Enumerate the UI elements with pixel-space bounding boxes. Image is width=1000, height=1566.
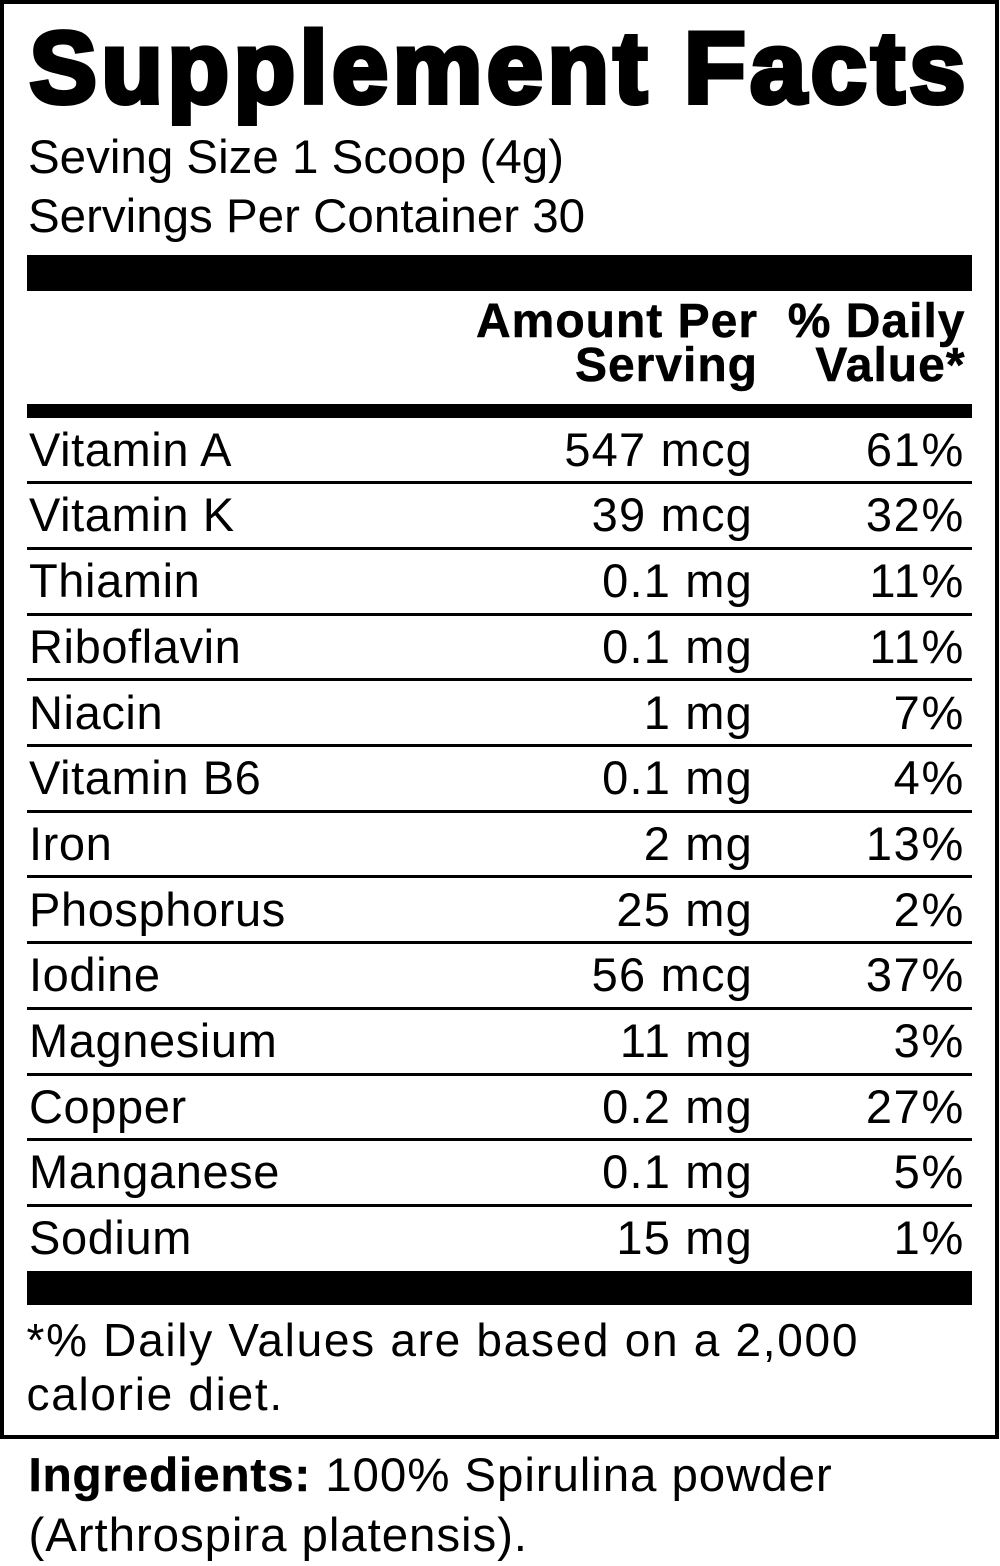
svg-text:Supplement Facts: Supplement Facts [30,13,970,125]
